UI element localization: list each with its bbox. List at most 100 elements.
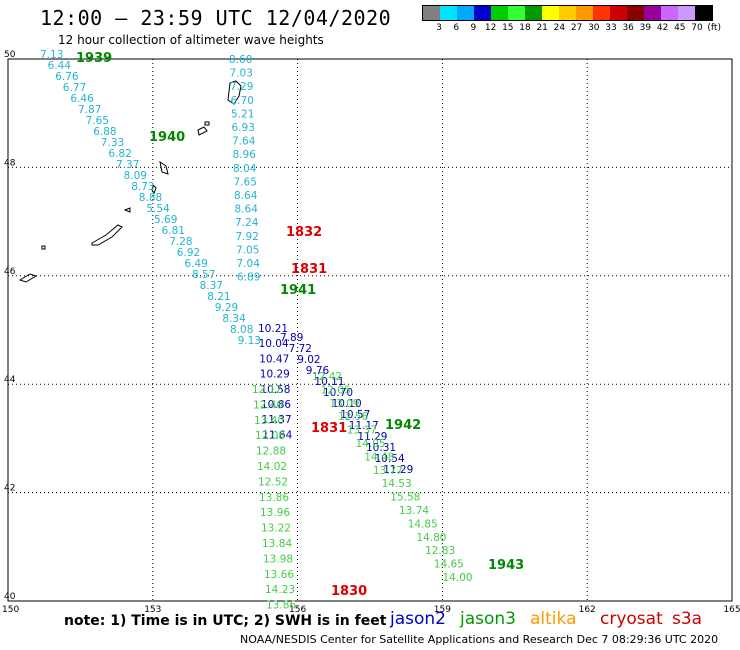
pass-time-label: 1831 <box>311 421 347 436</box>
pass-time-label: 1830 <box>331 584 367 599</box>
swh-value: 13.84 <box>262 538 292 550</box>
swh-value: 7.87 <box>78 104 101 116</box>
swh-value: 7.03 <box>230 68 253 80</box>
swh-value: 14.00 <box>443 572 473 584</box>
swh-value: 6.46 <box>70 93 94 105</box>
satellite-label-jason3: jason3 <box>460 609 516 629</box>
swh-value: 8.60 <box>229 54 252 66</box>
pass-time-label: 1942 <box>385 418 421 433</box>
legend-tick-label: (ft) <box>707 23 721 33</box>
swh-value: 13.86 <box>266 600 296 612</box>
swh-value: 8.04 <box>233 163 257 175</box>
swh-value: 10.86 <box>261 399 291 411</box>
swh-value: 7.89 <box>280 332 303 344</box>
swh-value: 13.74 <box>399 505 429 517</box>
legend-swatch <box>661 6 678 20</box>
swh-value: 8.21 <box>207 291 230 303</box>
legend-swatch <box>678 6 695 20</box>
swh-value: 10.29 <box>260 369 290 381</box>
legend-tick-label: 12 <box>484 23 497 33</box>
swh-value: 9.76 <box>306 365 330 377</box>
island-1 <box>227 80 242 105</box>
swh-value: 10.47 <box>259 353 289 365</box>
lat-tick-label: 46 <box>4 267 16 277</box>
island-6 <box>91 224 123 246</box>
pass-time-label: 1831 <box>291 262 327 277</box>
legend-tick-label: 18 <box>519 23 531 33</box>
swh-value: 13.37 <box>347 425 377 437</box>
legend-swatches <box>422 5 713 21</box>
swh-value: 13.22 <box>261 523 291 535</box>
swh-value: 7.33 <box>101 137 124 149</box>
swh-value: 9.02 <box>297 354 320 366</box>
satellite-label-s3a: s3a <box>672 609 703 629</box>
swh-value: 10.70 <box>323 387 353 399</box>
legend-tick-label: 9 <box>470 23 477 33</box>
swh-value: 5.21 <box>231 108 254 120</box>
legend-tick-label: 15 <box>502 23 514 33</box>
swh-value: 7.13 <box>40 49 63 61</box>
swh-value: 7.92 <box>236 231 259 243</box>
island-2 <box>197 126 208 136</box>
swh-value: 10.57 <box>340 409 370 421</box>
map-title: 12:00 — 23:59 UTC 12/04/2020 <box>40 6 392 30</box>
swh-value: 8.96 <box>233 149 257 161</box>
swh-value: 12.42 <box>312 371 342 383</box>
swh-value: 13.86 <box>259 492 289 504</box>
swh-value: 10.54 <box>375 453 405 465</box>
swh-value: 7.65 <box>234 176 257 188</box>
swh-value: 12.12 <box>252 384 282 396</box>
swh-value: 5.69 <box>154 214 177 226</box>
swh-value: 14.48 <box>364 451 394 463</box>
pass-time-labels: 1939 1940 1832 1831 1941 1831 1942 1830 1943 <box>76 51 524 599</box>
coastline <box>18 80 242 283</box>
swh-value: 13.66 <box>264 569 294 581</box>
legend-tick-label: 3 <box>436 23 442 33</box>
legend-tick-label: 36 <box>622 23 634 33</box>
legend-swatch <box>525 6 542 20</box>
lat-lon-grid: 150 153 156 159 162 165 50 48 46 44 42 40 <box>2 50 740 615</box>
swh-value: 6.76 <box>55 71 79 83</box>
pass-time-label: 1943 <box>488 558 524 573</box>
satellite-label-cryosat: cryosat <box>600 609 663 629</box>
map-subtitle: 12 hour collection of altimeter wave hei… <box>58 33 324 47</box>
legend-swatch <box>508 6 525 20</box>
swh-value: 10.10 <box>332 398 362 410</box>
pass-time-label: 1832 <box>286 225 322 240</box>
swh-value: 10.21 <box>258 323 288 335</box>
swh-value: 8.57 <box>192 269 215 281</box>
swh-value: 11.17 <box>349 420 379 432</box>
lon-tick-label: 162 <box>579 605 596 615</box>
lon-tick-label: 156 <box>289 605 306 615</box>
swh-value: 14.05 <box>356 438 386 450</box>
legend-tick-label: 27 <box>570 23 583 33</box>
legend-tick-label: 42 <box>656 23 669 33</box>
swh-value: 13.77 <box>373 465 403 477</box>
legend-swatch <box>423 6 440 20</box>
swh-value: 8.08 <box>230 324 253 336</box>
satellite-label-jason2: jason2 <box>390 609 446 629</box>
legend-tick-label: 39 <box>639 23 652 33</box>
satellite-label-altika: altika <box>530 609 577 629</box>
legend-swatch <box>542 6 559 20</box>
credit-line: NOAA/NESDIS Center for Satellite Applica… <box>240 633 719 646</box>
legend-swatch <box>440 6 457 20</box>
swh-value: 8.37 <box>200 280 223 292</box>
swh-value: 7.04 <box>237 258 261 270</box>
legend-tick-label: 30 <box>588 23 600 33</box>
legend-swatch <box>610 6 627 20</box>
pass-time-label: 1939 <box>76 51 112 66</box>
legend-tick-label: 33 <box>605 23 617 33</box>
swh-value: 14.80 <box>416 532 446 544</box>
island-4 <box>159 160 169 175</box>
color-legend: 3 6 9 12 15 18 21 24 27 30 33 36 39 42 45 70 (ft) <box>422 5 721 33</box>
island-3 <box>204 121 210 126</box>
lon-tick-label: 165 <box>723 605 740 615</box>
legend-tick-label: 24 <box>553 23 566 33</box>
swh-value: 10.31 <box>366 442 396 454</box>
swh-value: 8.34 <box>222 313 246 325</box>
swh-value: 10.04 <box>259 338 289 350</box>
island-7 <box>123 207 131 213</box>
swh-value: 13.40 <box>254 415 284 427</box>
swh-value: 6.92 <box>177 247 200 259</box>
